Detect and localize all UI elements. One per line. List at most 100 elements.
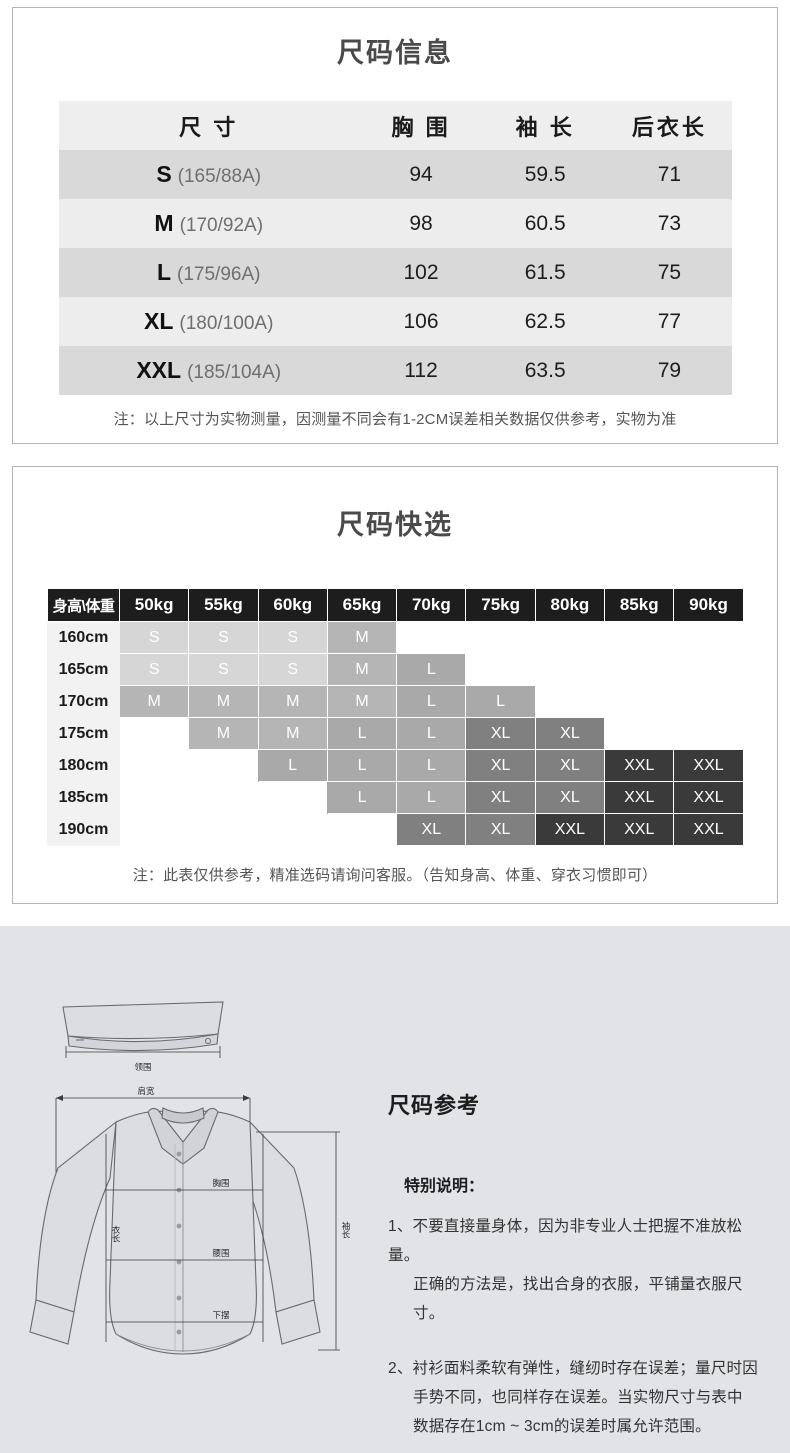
- matrix-cell-190cm-80kg[interactable]: XXL: [534, 813, 606, 846]
- size-label: M: [154, 210, 174, 236]
- matrix-cell-185cm-55kg: [189, 782, 258, 814]
- size-info-note: 注：以上尺寸为实物测量，因测量不同会有1-2CM误差相关数据仅供参考，实物为准: [113, 411, 677, 428]
- matrix-cell-160cm-55kg[interactable]: S: [188, 621, 259, 654]
- reference-item: 2、衬衫面料柔软有弹性，缝纫时存在误差；量尺时因 手势不同，也同样存在误差。当实…: [388, 1354, 760, 1441]
- matrix-header-row: 身高\体重 50kg 55kg 60kg 65kg 70kg 75kg 80kg 85kg 90k…: [47, 588, 744, 622]
- matrix-weight-header-50kg: 50kg: [118, 588, 190, 622]
- matrix-cell-160cm-85kg: [605, 622, 674, 654]
- matrix-cell-165cm-60kg[interactable]: S: [257, 653, 328, 686]
- matrix-cell-180cm-65kg[interactable]: L: [326, 749, 398, 782]
- table-row: S (165/88A) 94 59.5 71: [58, 150, 732, 199]
- matrix-weight-header-75kg: 75kg: [465, 588, 536, 622]
- matrix-cell-160cm-70kg: [397, 622, 466, 654]
- sleeve-value: 63.5: [524, 358, 566, 382]
- matrix-cell-190cm-55kg: [189, 814, 258, 846]
- matrix-cell-165cm-90kg: [674, 654, 743, 686]
- matrix-cell-170cm-50kg[interactable]: M: [118, 685, 190, 718]
- matrix-cell-180cm-90kg[interactable]: XXL: [673, 749, 744, 782]
- reference-item: 1、不要直接量身体，因为非专业人士把握不准放松量。 正确的方法是，找出合身的衣服…: [388, 1212, 760, 1328]
- length-value: 75: [657, 260, 682, 284]
- size-label: S: [156, 161, 172, 187]
- matrix-cell-160cm-80kg: [535, 622, 604, 654]
- matrix-weight-header-65kg: 65kg: [326, 588, 398, 622]
- size-reference-title: 尺码参考: [388, 1093, 481, 1118]
- matrix-cell-185cm-65kg[interactable]: L: [326, 781, 398, 814]
- sleeve-value: 61.5: [524, 260, 566, 284]
- matrix-height-header-185cm: 185cm: [47, 781, 120, 814]
- matrix-cell-160cm-60kg[interactable]: S: [257, 621, 328, 654]
- matrix-cell-160cm-75kg: [466, 622, 535, 654]
- matrix-cell-190cm-90kg[interactable]: XXL: [673, 813, 744, 846]
- matrix-cell-180cm-85kg[interactable]: XXL: [604, 749, 675, 782]
- matrix-row: 175cm M M L L XL XL: [47, 717, 744, 750]
- chest-value: 112: [404, 358, 438, 382]
- matrix-cell-175cm-65kg[interactable]: L: [326, 717, 398, 750]
- chest-value: 102: [403, 260, 439, 284]
- matrix-weight-header-60kg: 60kg: [257, 588, 328, 622]
- matrix-height-header-180cm: 180cm: [47, 749, 120, 782]
- size-code: (175/96A): [177, 264, 261, 285]
- matrix-cell-190cm-85kg[interactable]: XXL: [604, 813, 675, 846]
- matrix-cell-180cm-55kg: [189, 750, 258, 782]
- matrix-cell-185cm-75kg[interactable]: XL: [465, 781, 536, 814]
- matrix-cell-160cm-50kg[interactable]: S: [118, 621, 190, 654]
- matrix-cell-170cm-65kg[interactable]: M: [326, 685, 398, 718]
- table-row: XXL (185/104A) 112 63.5 79: [58, 346, 732, 395]
- matrix-height-header-170cm: 170cm: [47, 685, 120, 718]
- size-name-cell: XL (180/100A): [59, 297, 359, 346]
- matrix-cell-170cm-70kg[interactable]: L: [396, 685, 467, 718]
- matrix-cell-170cm-85kg: [605, 686, 674, 718]
- matrix-cell-180cm-75kg[interactable]: XL: [465, 749, 536, 782]
- matrix-weight-header-90kg: 90kg: [673, 588, 744, 622]
- matrix-corner-label: 身高\体重: [47, 588, 120, 622]
- matrix-cell-180cm-60kg[interactable]: L: [257, 749, 328, 782]
- size-info-table: 尺 寸 胸 围 袖 长 后衣长 S (165/88A) 94 59.5 71 M(…: [58, 101, 732, 395]
- label-body-length: 衣长: [111, 1225, 121, 1244]
- matrix-cell-175cm-75kg[interactable]: XL: [465, 717, 536, 750]
- matrix-cell-190cm-60kg: [258, 814, 327, 846]
- matrix-cell-165cm-55kg[interactable]: S: [188, 653, 259, 686]
- matrix-cell-185cm-70kg[interactable]: L: [396, 781, 467, 814]
- table-row: M (170/92A) 98 60.5 73: [58, 199, 732, 248]
- matrix-row: 160cm S S S M: [47, 621, 744, 654]
- matrix-cell-190cm-75kg[interactable]: XL: [465, 813, 536, 846]
- matrix-cell-170cm-75kg[interactable]: L: [465, 685, 536, 718]
- matrix-height-header-160cm: 160cm: [47, 621, 120, 654]
- matrix-cell-165cm-50kg[interactable]: S: [118, 653, 190, 686]
- matrix-cell-180cm-70kg[interactable]: L: [396, 749, 467, 782]
- matrix-cell-170cm-55kg[interactable]: M: [188, 685, 259, 718]
- matrix-cell-175cm-60kg[interactable]: M: [257, 717, 328, 750]
- matrix-cell-175cm-55kg[interactable]: M: [188, 717, 259, 750]
- size-code: (180/100A): [179, 313, 274, 334]
- matrix-cell-175cm-80kg[interactable]: XL: [534, 717, 606, 750]
- label-hem: 下摆: [212, 1310, 230, 1320]
- size-label: L: [156, 259, 172, 285]
- shirt-diagram-container: 领围 肩宽: [0, 926, 380, 1453]
- sleeve-value: 60.5: [524, 211, 566, 235]
- size-info-title: 尺码信息: [337, 38, 453, 68]
- matrix-cell-180cm-80kg[interactable]: XL: [534, 749, 606, 782]
- matrix-cell-165cm-65kg[interactable]: M: [326, 653, 398, 686]
- column-header-sleeve: 袖 长: [515, 114, 575, 140]
- matrix-cell-190cm-50kg: [120, 814, 189, 846]
- matrix-cell-185cm-50kg: [120, 782, 189, 814]
- matrix-row: 185cm L L XL XL XXL XXL: [47, 781, 744, 814]
- size-code: (170/92A): [179, 215, 264, 236]
- matrix-cell-185cm-90kg[interactable]: XXL: [673, 781, 744, 814]
- matrix-cell-170cm-60kg[interactable]: M: [257, 685, 328, 718]
- label-shoulder: 肩宽: [137, 1086, 155, 1096]
- matrix-cell-165cm-70kg[interactable]: L: [396, 653, 467, 686]
- matrix-cell-175cm-90kg: [674, 718, 743, 750]
- length-value: 79: [657, 358, 682, 382]
- matrix-cell-165cm-75kg: [466, 654, 535, 686]
- matrix-height-header-175cm: 175cm: [47, 717, 120, 750]
- matrix-cell-185cm-85kg[interactable]: XXL: [604, 781, 675, 814]
- matrix-height-header-165cm: 165cm: [47, 653, 120, 686]
- chest-value: 98: [409, 211, 433, 235]
- matrix-cell-190cm-70kg[interactable]: XL: [396, 813, 467, 846]
- matrix-cell-160cm-65kg[interactable]: M: [326, 621, 398, 654]
- size-picker-note: 注：此表仅供参考，精准选码请询问客服。（告知身高、体重、穿衣习惯即可）: [132, 867, 658, 884]
- size-code: (165/88A): [177, 166, 262, 187]
- matrix-cell-175cm-70kg[interactable]: L: [396, 717, 467, 750]
- matrix-cell-185cm-80kg[interactable]: XL: [534, 781, 606, 814]
